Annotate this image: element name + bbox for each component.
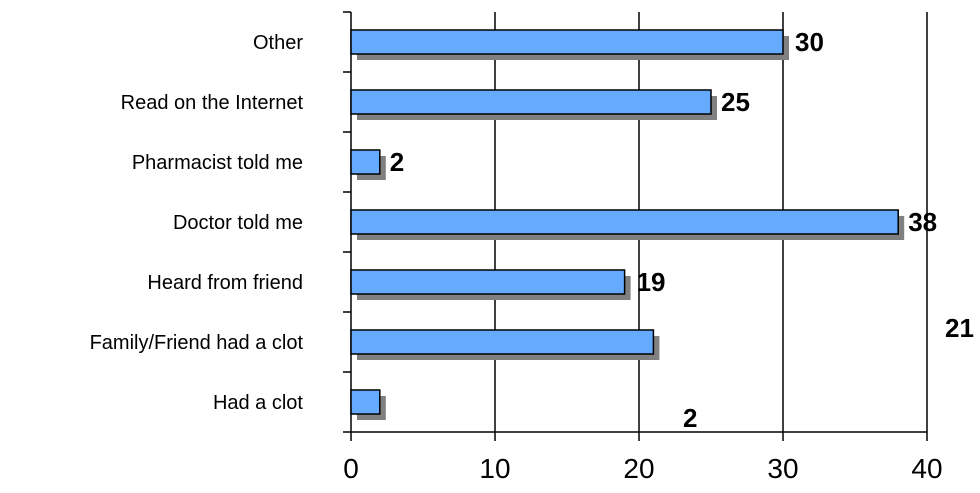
category-labels: Other Read on the Internet Pharmacist told… (90, 32, 304, 414)
category-label: Heard from friend (147, 272, 303, 294)
category-label: Family/Friend had a clot (90, 332, 304, 354)
data-label: 21 (945, 313, 974, 343)
bars (350, 29, 905, 420)
category-label: Had a clot (213, 392, 303, 414)
data-label: 30 (795, 27, 824, 57)
x-tick-label: 20 (623, 453, 654, 484)
category-label: Pharmacist told me (132, 152, 303, 174)
category-label: Other (253, 32, 303, 54)
data-labels: 30 25 2 38 19 21 2 (390, 27, 974, 433)
data-label: 2 (390, 147, 404, 177)
bar (350, 149, 381, 175)
data-label: 38 (908, 207, 937, 237)
data-label: 2 (683, 403, 697, 433)
bar (350, 269, 626, 295)
category-label: Doctor told me (173, 212, 303, 234)
bar (350, 329, 655, 355)
bar (350, 389, 381, 415)
x-tick-label: 40 (911, 453, 942, 484)
x-tick-label: 10 (479, 453, 510, 484)
bar (350, 209, 899, 235)
data-label: 25 (721, 87, 750, 117)
bar (350, 29, 784, 55)
x-tick-label: 0 (343, 453, 359, 484)
bar (350, 89, 712, 115)
x-tick-label: 30 (767, 453, 798, 484)
axes (343, 11, 928, 441)
x-tick-labels: 0 10 20 30 40 (343, 453, 942, 484)
data-label: 19 (637, 267, 666, 297)
category-label: Read on the Internet (121, 92, 304, 114)
